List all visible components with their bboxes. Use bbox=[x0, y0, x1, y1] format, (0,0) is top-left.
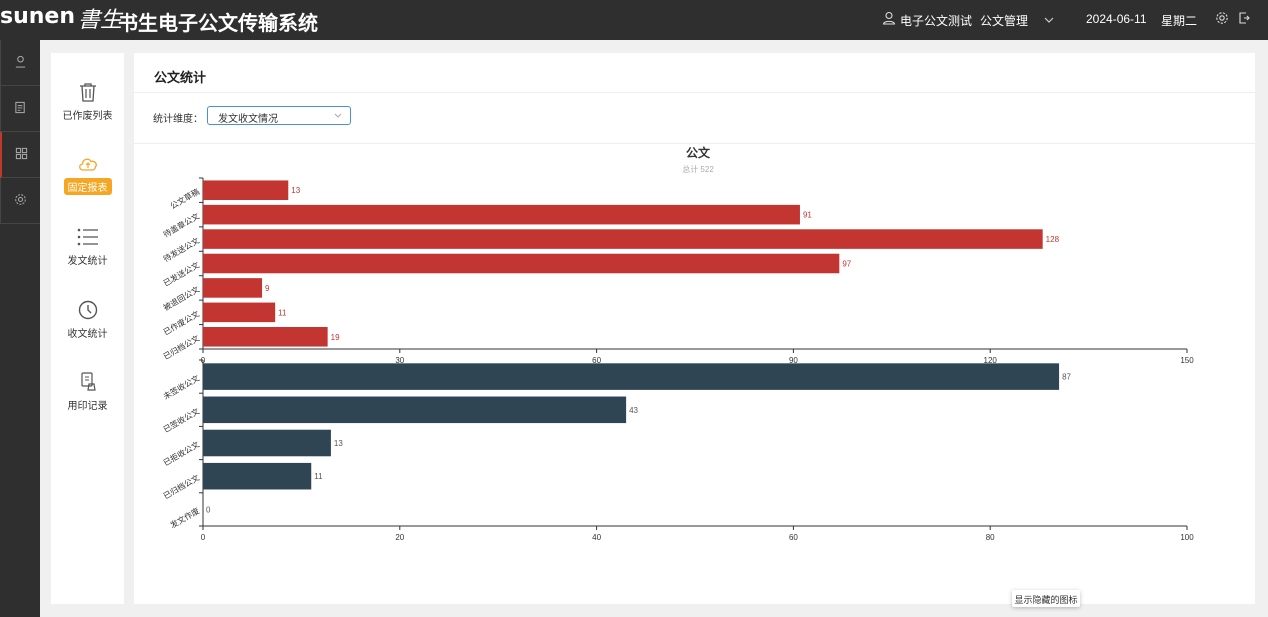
logout-icon[interactable] bbox=[1237, 11, 1251, 25]
chevron-down-icon[interactable] bbox=[1042, 13, 1056, 27]
bar-value-label: 9 bbox=[265, 284, 270, 293]
bar-value-label: 87 bbox=[1062, 373, 1071, 382]
bar bbox=[203, 429, 331, 457]
subnav-label: 已作废列表 bbox=[62, 111, 113, 122]
current-date: 2024-06-11 bbox=[1086, 12, 1147, 26]
category-label: 已签收公文 bbox=[161, 406, 201, 435]
x-tick-label: 0 bbox=[201, 533, 206, 542]
bar-value-label: 13 bbox=[334, 439, 343, 448]
subnav-label-active: 固定报表 bbox=[63, 178, 112, 195]
x-tick-label: 60 bbox=[592, 356, 601, 365]
app-title: 书生电子公文传输系统 bbox=[118, 13, 318, 35]
stamp-icon bbox=[80, 372, 96, 391]
trash-icon bbox=[79, 83, 96, 102]
bar bbox=[203, 180, 289, 200]
current-weekday: 星期二 bbox=[1161, 14, 1198, 28]
dimension-select-value: 发文收文情况 bbox=[218, 114, 278, 125]
bar-value-label: 19 bbox=[331, 333, 340, 342]
category-label: 已归档公文 bbox=[161, 333, 201, 362]
bar bbox=[203, 253, 840, 274]
category-label: 已归档公文 bbox=[161, 472, 201, 501]
x-tick-label: 120 bbox=[984, 356, 998, 365]
divider bbox=[134, 143, 1255, 144]
x-tick-label: 90 bbox=[789, 356, 798, 365]
x-tick-label: 150 bbox=[1180, 356, 1194, 365]
bar-value-label: 0 bbox=[206, 505, 211, 514]
icon-sidebar bbox=[0, 40, 40, 617]
subnav-label: 发文统计 bbox=[67, 256, 108, 267]
category-label: 被退回公文 bbox=[161, 284, 201, 313]
cloud-upload-icon bbox=[78, 158, 97, 171]
list-icon bbox=[77, 228, 98, 246]
subnav-item-seal-records[interactable]: 用印记录 bbox=[51, 371, 124, 412]
subnav-item-fixed-report[interactable]: 固定报表 bbox=[51, 154, 124, 195]
x-tick-label: 40 bbox=[592, 533, 601, 542]
bar-value-label: 11 bbox=[278, 308, 287, 317]
x-tick-label: 30 bbox=[395, 356, 404, 365]
x-tick-label: 20 bbox=[395, 533, 404, 542]
category-label: 已发送公文 bbox=[161, 260, 201, 289]
bar-value-label: 97 bbox=[842, 260, 851, 269]
category-label: 未签收公文 bbox=[161, 373, 201, 402]
x-tick-label: 100 bbox=[1180, 533, 1194, 542]
bar-value-label: 128 bbox=[1046, 235, 1060, 244]
bar-value-label: 43 bbox=[629, 406, 638, 415]
page-title: 公文统计 bbox=[154, 70, 207, 85]
category-label: 已作废公文 bbox=[161, 308, 201, 337]
bar bbox=[203, 327, 328, 347]
document-edit-icon bbox=[15, 101, 25, 114]
menu-document-management[interactable]: 公文管理 bbox=[980, 14, 1029, 28]
bar bbox=[203, 204, 800, 225]
dimension-select[interactable]: 发文收文情况 bbox=[207, 106, 351, 125]
bar bbox=[203, 278, 263, 298]
document-statistics-chart: 公文 总计 522 030609012015013公文草稿91待盖章公文128待… bbox=[161, 145, 1194, 542]
clock-icon bbox=[78, 300, 97, 320]
chevron-down-icon bbox=[334, 113, 342, 118]
logo-text: sunen bbox=[0, 4, 76, 29]
user-name[interactable]: 电子公文测试 bbox=[900, 14, 973, 28]
apps-grid-icon bbox=[15, 147, 28, 160]
logo-signature: 書生 bbox=[78, 8, 123, 33]
subnav-label: 用印记录 bbox=[67, 401, 108, 412]
sidebar-item-documents[interactable] bbox=[0, 86, 40, 132]
divider bbox=[134, 92, 1255, 93]
sidebar-item-user[interactable] bbox=[0, 40, 40, 86]
bar bbox=[203, 302, 276, 323]
subnav-item-outgoing-stats[interactable]: 发文统计 bbox=[51, 226, 124, 267]
bar bbox=[203, 396, 627, 424]
tooltip-show-hidden-icons: 显示隐藏的图标 bbox=[1012, 590, 1080, 607]
bar bbox=[203, 363, 1060, 390]
category-label: 发文作废 bbox=[168, 505, 201, 530]
user-icon bbox=[882, 11, 896, 25]
bar bbox=[203, 229, 1043, 249]
category-label: 已拒收公文 bbox=[161, 439, 201, 468]
gear-icon[interactable] bbox=[1215, 11, 1229, 25]
filter-label: 统计维度： bbox=[153, 114, 203, 125]
bar-value-label: 13 bbox=[291, 186, 300, 195]
x-tick-label: 80 bbox=[986, 533, 995, 542]
main-panel: 公文统计 统计维度： 发文收文情况 公文 总计 522 030609012015… bbox=[134, 53, 1255, 604]
bar-value-label: 11 bbox=[314, 472, 323, 481]
category-label: 待盖章公文 bbox=[161, 211, 201, 240]
sidebar-item-apps[interactable] bbox=[0, 132, 40, 178]
category-label: 公文草稿 bbox=[168, 186, 201, 211]
settings-icon bbox=[15, 194, 26, 205]
sub-navigation: 已作废列表 固定报表 发文统计 收文统计 用印记录 bbox=[51, 53, 124, 604]
category-label: 待发送公文 bbox=[161, 235, 201, 264]
person-icon bbox=[15, 55, 26, 68]
sidebar-item-settings[interactable] bbox=[0, 178, 40, 224]
subnav-label: 收文统计 bbox=[67, 329, 108, 340]
bar bbox=[203, 462, 312, 490]
chart-subtitle: 总计 522 bbox=[682, 164, 714, 174]
top-bar: sunen 書生 书生电子公文传输系统 电子公文测试 公文管理 2024-06-… bbox=[0, 0, 1268, 40]
subnav-item-incoming-stats[interactable]: 收文统计 bbox=[51, 299, 124, 340]
chart-title: 公文 bbox=[686, 145, 711, 160]
subnav-item-voided-list[interactable]: 已作废列表 bbox=[51, 81, 124, 122]
x-tick-label: 60 bbox=[789, 533, 798, 542]
bar-value-label: 91 bbox=[803, 211, 812, 220]
